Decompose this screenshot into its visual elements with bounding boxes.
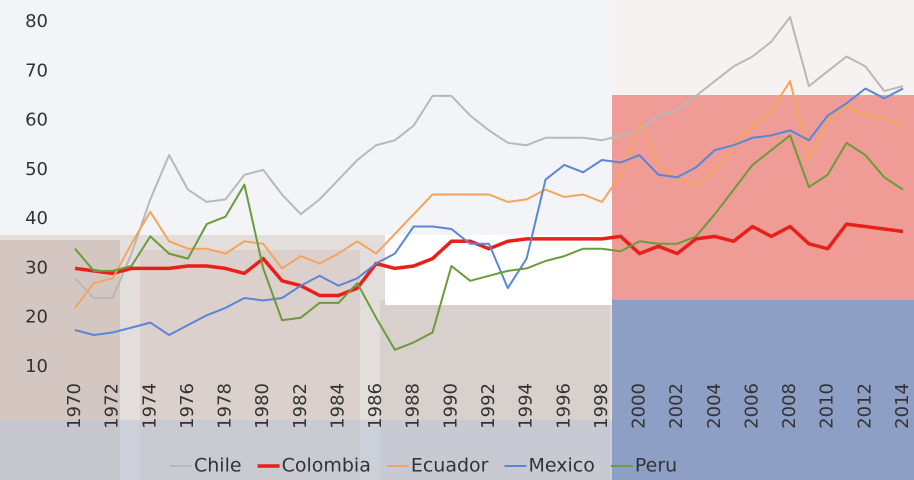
x-tick-label: 2004 (704, 383, 725, 429)
x-tick-label: 1990 (440, 383, 461, 429)
x-tick-label: 1994 (516, 383, 537, 429)
x-tick-label: 1978 (215, 383, 236, 429)
y-tick-label: 70 (25, 60, 48, 81)
x-tick-label: 2014 (892, 383, 913, 429)
y-tick-label: 20 (25, 307, 48, 328)
x-tick-label: 1988 (403, 383, 424, 429)
x-tick-label: 1972 (102, 383, 123, 429)
x-tick-label: 1998 (591, 383, 612, 429)
legend-label: Ecuador (411, 455, 489, 477)
x-tick-label: 1976 (177, 383, 198, 429)
chart: 10 20 30 40 50 60 70 80 1970 1972 1974 1976 1978 1980… (0, 0, 914, 480)
x-tick-label: 1992 (478, 383, 499, 429)
x-tick-label: 1982 (290, 383, 311, 429)
y-tick-label: 40 (25, 208, 48, 229)
x-tick-label: 2012 (854, 383, 875, 429)
x-tick-label: 1980 (252, 383, 273, 429)
x-tick-label: 2006 (741, 383, 762, 429)
legend-label: Mexico (529, 455, 595, 477)
x-tick-label: 1986 (365, 383, 386, 429)
x-tick-label: 2002 (666, 383, 687, 429)
x-tick-label: 2008 (779, 383, 800, 429)
legend-label: Colombia (282, 455, 371, 477)
x-tick-label: 1984 (327, 383, 348, 429)
y-tick-label: 50 (25, 159, 48, 180)
legend-label: Peru (635, 455, 677, 477)
x-tick-label: 2010 (817, 383, 838, 429)
legend-label: Chile (194, 455, 242, 477)
x-tick-label: 1996 (553, 383, 574, 429)
y-tick-label: 10 (25, 356, 48, 377)
y-tick-label: 30 (25, 257, 48, 278)
y-tick-label: 60 (25, 110, 48, 131)
x-tick-label: 1970 (64, 383, 85, 429)
y-tick-label: 80 (25, 11, 48, 32)
x-tick-label: 1974 (139, 383, 160, 429)
x-tick-label: 2000 (629, 383, 650, 429)
